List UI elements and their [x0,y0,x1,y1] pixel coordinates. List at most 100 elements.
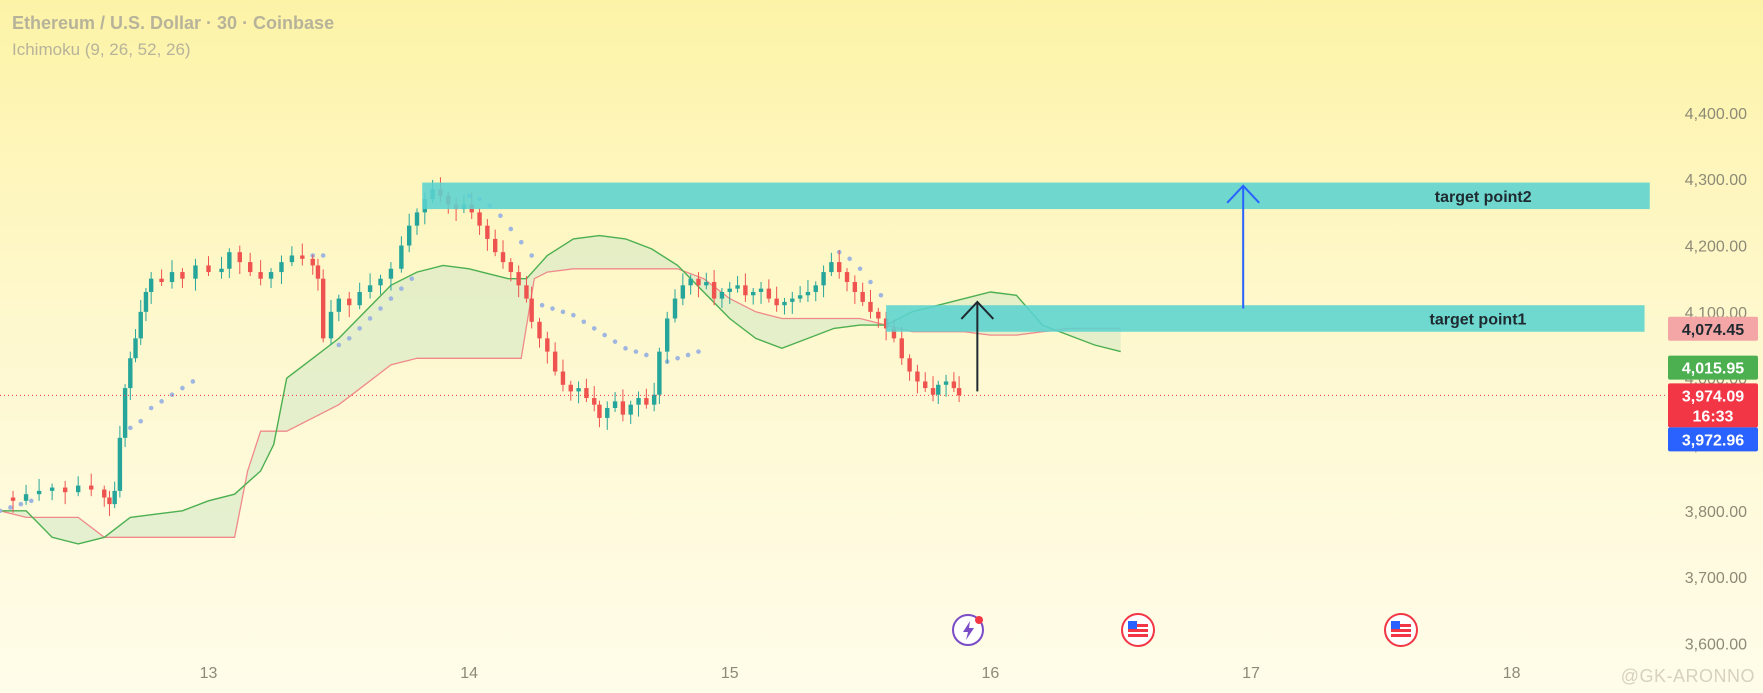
candle[interactable] [688,274,693,295]
candle[interactable] [899,326,904,365]
candle[interactable] [915,364,920,394]
candle[interactable] [943,374,949,397]
us-flag-event-icon[interactable] [1121,613,1155,647]
candle[interactable] [107,490,112,517]
candle[interactable] [237,245,242,275]
candle[interactable] [128,351,133,401]
candle[interactable] [537,317,542,348]
candle[interactable] [112,481,117,509]
candle[interactable] [133,329,138,363]
candle[interactable] [36,478,42,501]
candle[interactable] [868,289,873,319]
candle[interactable] [180,268,185,288]
candle[interactable] [122,384,128,448]
candle[interactable] [829,252,834,277]
candle[interactable] [657,347,662,405]
candle[interactable] [258,260,263,286]
candle[interactable] [672,289,678,323]
candle[interactable] [680,273,686,306]
candle[interactable] [193,258,198,291]
candle[interactable] [388,262,394,291]
candle[interactable] [782,297,787,315]
candle[interactable] [315,258,321,291]
candle[interactable] [711,270,717,306]
candle[interactable] [936,380,941,405]
candle[interactable] [923,372,928,393]
candle[interactable] [644,388,649,409]
candle[interactable] [508,258,514,282]
candle[interactable] [597,400,602,428]
candle[interactable] [790,291,795,314]
candle[interactable] [62,480,68,505]
candle[interactable] [89,473,94,497]
candle[interactable] [10,490,16,513]
candle[interactable] [524,276,529,303]
zone-rect[interactable] [422,182,1650,210]
candle[interactable] [813,281,818,302]
candle[interactable] [837,250,842,279]
zone-rect[interactable] [886,305,1645,332]
candle[interactable] [821,265,826,298]
arrow-up-dark[interactable] [960,300,995,392]
candle[interactable] [704,272,709,290]
target-zone-2[interactable]: target point2 [422,182,1650,210]
candle[interactable] [367,273,373,299]
candle[interactable] [605,401,610,430]
candle[interactable] [399,236,404,273]
candle[interactable] [651,382,657,412]
candle[interactable] [876,307,881,328]
candle[interactable] [696,272,701,298]
time-axis[interactable]: 13 14 15 16 17 18 [200,665,1521,682]
candle[interactable] [568,380,573,401]
candle[interactable] [138,299,143,345]
candle[interactable] [735,276,740,293]
candle[interactable] [560,359,566,392]
candle[interactable] [665,311,670,364]
candle[interactable] [347,291,352,318]
candle[interactable] [406,213,412,253]
us-flag-event-icon[interactable] [1384,613,1418,647]
candle[interactable] [500,240,506,269]
event-icons[interactable] [952,613,1418,647]
candle[interactable] [529,286,534,329]
candle[interactable] [300,243,305,266]
candle[interactable] [774,286,779,312]
candle[interactable] [289,246,295,267]
candle[interactable] [117,425,123,498]
candle[interactable] [852,275,858,304]
candle[interactable] [907,354,912,381]
target-zone-1[interactable]: target point1 [886,305,1645,332]
candle[interactable] [592,386,597,412]
candle[interactable] [219,256,224,279]
candle[interactable] [206,256,211,277]
indicator-legend[interactable]: Ichimoku (9, 26, 52, 26) [12,40,191,59]
candle[interactable] [612,392,618,412]
candle[interactable] [102,485,107,507]
candle[interactable] [248,252,253,277]
arrows[interactable] [960,184,1260,392]
candle[interactable] [719,287,725,308]
candle[interactable] [279,255,284,284]
candle[interactable] [49,483,55,501]
candle[interactable] [378,274,383,295]
candle[interactable] [727,282,732,304]
candle[interactable] [169,260,175,289]
candle[interactable] [758,282,764,304]
flash-event-icon[interactable] [952,614,984,646]
arrow-up-blue[interactable] [1226,184,1260,309]
candle[interactable] [766,279,772,303]
candle[interactable] [159,269,164,286]
candle[interactable] [620,389,626,422]
candle[interactable] [584,378,589,403]
candle[interactable] [143,287,149,322]
candle[interactable] [268,268,274,288]
candle[interactable] [23,484,29,505]
candle[interactable] [516,265,521,298]
candle[interactable] [148,272,154,304]
candle[interactable] [545,331,550,364]
candle[interactable] [328,299,334,345]
candle[interactable] [743,273,748,302]
price-axis[interactable]: 3,600.003,700.003,800.003,900.004,000.00… [1685,106,1747,653]
